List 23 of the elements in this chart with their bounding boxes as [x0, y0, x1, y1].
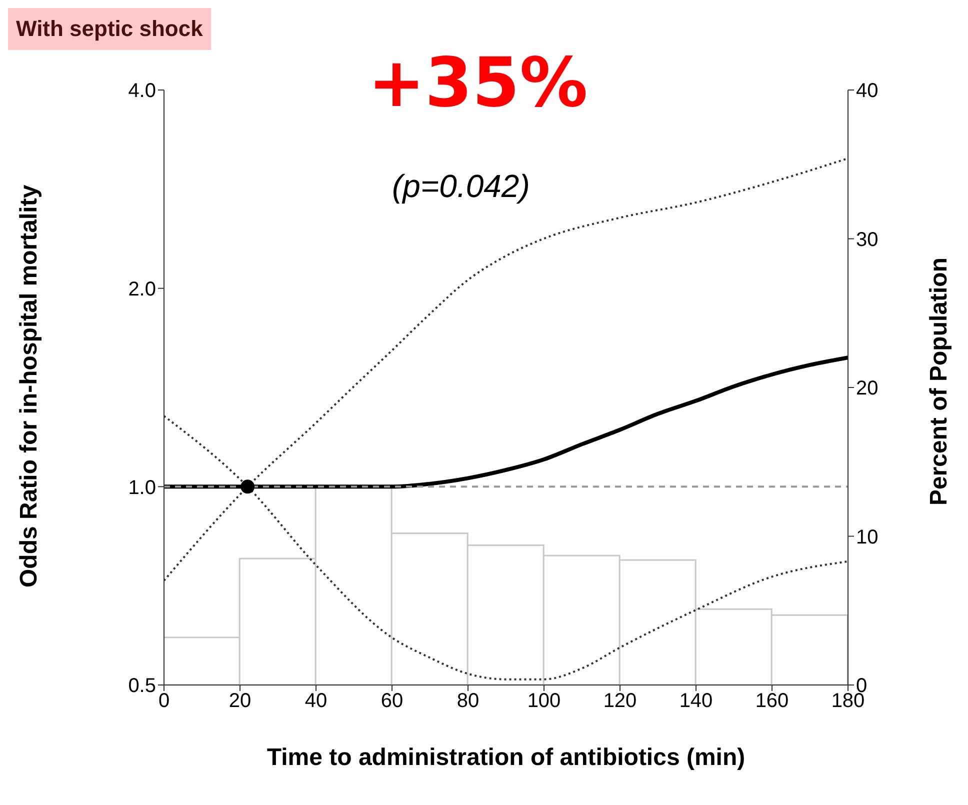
chart-title: With septic shock — [8, 8, 211, 50]
y2-axis-title: Percent of Population — [926, 258, 953, 506]
x-tick-label: 80 — [456, 690, 480, 712]
x-tick-label: 20 — [228, 690, 252, 712]
y2-tick-label: 10 — [856, 526, 878, 548]
annotation: (p=0.042) — [392, 168, 530, 205]
x-axis-title: Time to administration of antibiotics (min) — [266, 744, 746, 771]
y-axis-title: Odds Ratio for in-hospital mortality — [16, 184, 43, 588]
y-tick-label: 2.0 — [128, 278, 156, 300]
x-tick-label: 120 — [603, 690, 637, 712]
x-tick-label: 40 — [304, 690, 328, 712]
x-tick-label: 60 — [380, 690, 404, 712]
x-tick-label: 0 — [158, 690, 170, 712]
y-tick-label: 4.0 — [128, 80, 156, 102]
y2-tick-label: 40 — [856, 80, 878, 102]
annotation: +35% — [368, 44, 588, 123]
y-tick-label: 1.0 — [128, 476, 156, 499]
y2-tick-label: 30 — [856, 228, 878, 251]
y2-tick-label: 20 — [856, 378, 878, 400]
y-tick-label: 0.5 — [128, 675, 156, 698]
x-tick-label: 100 — [527, 690, 561, 712]
x-tick-label: 140 — [679, 690, 713, 712]
x-tick-label: 160 — [755, 690, 789, 712]
